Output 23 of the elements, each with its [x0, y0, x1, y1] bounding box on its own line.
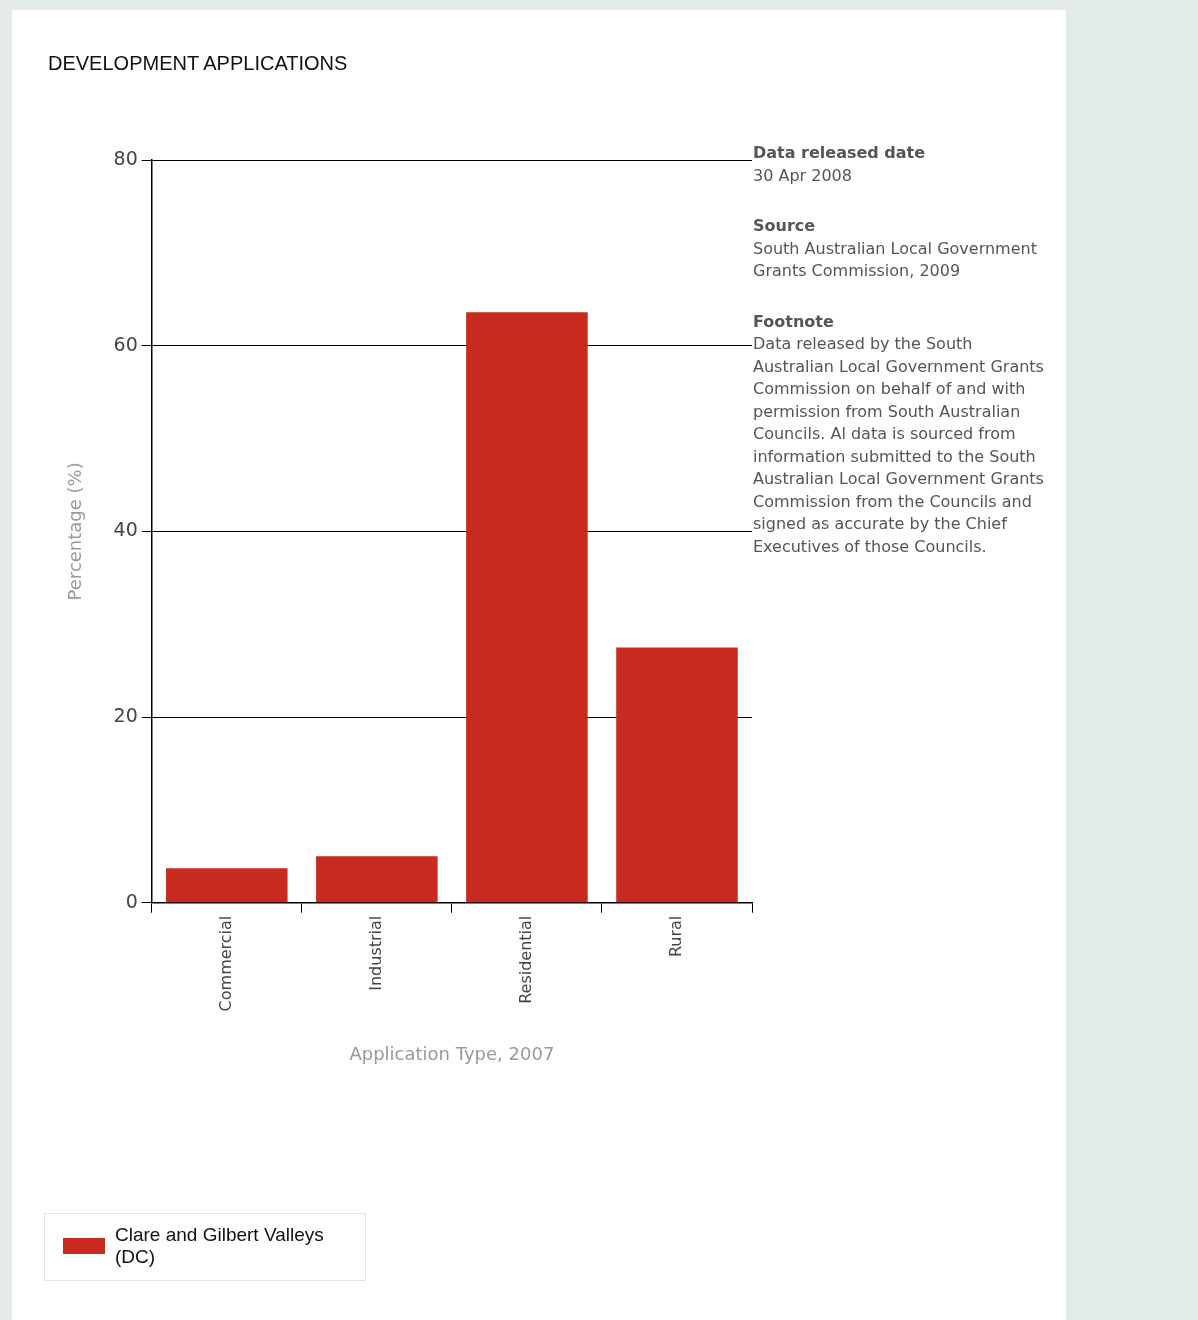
- y-axis-title: Percentage (%): [64, 462, 86, 601]
- bar: [166, 868, 288, 903]
- text: South Australian Local Government Grants Commission, 2009: [753, 237, 1038, 282]
- x-axis-title: Application Type, 2007: [349, 1042, 555, 1064]
- text: Source: [753, 215, 817, 237]
- x-tick-label: Residential: [516, 915, 536, 1004]
- text: Footnote: [753, 310, 835, 333]
- y-tick-label: 60: [113, 332, 138, 355]
- text: Data released by the South Australian Local Government Grants Commission on behalf of and with permission from South Australian Councils. Al data is sourced from information submitted to the South Australian Local Government Grants Commission from the Councils and signed as accurate by the Chief Executives of those Councils.: [753, 334, 1044, 556]
- text: 30 Apr 2008: [753, 164, 853, 187]
- legend-label: Clare and Gilbert Valleys (DC): [115, 1224, 325, 1268]
- bar: [466, 312, 588, 903]
- y-tick-label: 40: [113, 518, 138, 541]
- y-tick-label: 20: [113, 703, 138, 726]
- text: Data released date: [753, 142, 927, 164]
- chart-title: DEVELOPMENT APPLICATIONS: [48, 52, 348, 75]
- bar: [616, 647, 738, 903]
- x-tick-label: Rural: [666, 915, 686, 958]
- y-tick-label: 0: [125, 889, 138, 912]
- x-tick-label: Commercial: [215, 915, 235, 1012]
- y-tick-label: 80: [113, 146, 138, 169]
- bar: [316, 856, 438, 903]
- x-tick-label: Industrial: [366, 915, 386, 991]
